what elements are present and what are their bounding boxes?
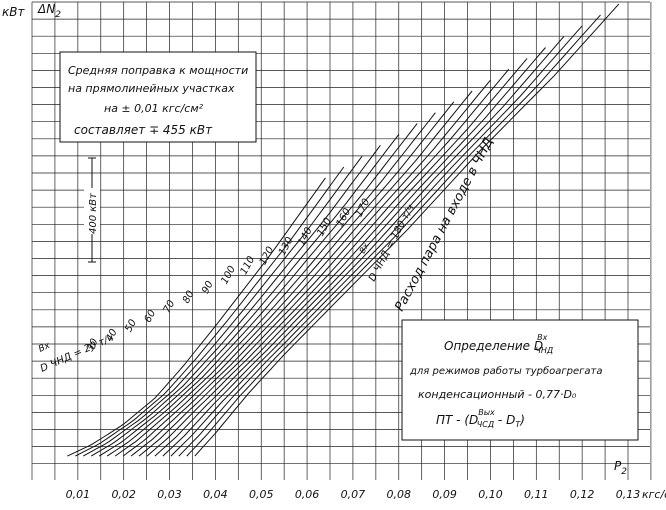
series-value-label: 50 (123, 318, 139, 334)
x-tick-label: 0,11 (524, 488, 549, 501)
annotation-bottom-line4: ПТ - (DВых ЧСД - DТ) (436, 408, 525, 429)
steam-flow-curve (67, 177, 326, 457)
x-tick-label: 0,07 (341, 488, 366, 501)
x-tick-labels: 0,01 0,02 0,03 0,04 0,05 0,06 0,07 0,08 0,09 0,10… (66, 488, 666, 501)
x-tick-label: 0,12 (570, 488, 595, 501)
steam-flow-curve (114, 112, 436, 457)
annotation-top-line1: Средняя поправка к мощности (68, 64, 248, 77)
series-value-label: 170 (354, 197, 373, 219)
annotation-bottom-line2: для режимов работы турбоагрегата (409, 365, 603, 377)
steam-flow-curve (75, 166, 345, 457)
steam-flow-curve (138, 79, 491, 457)
x-unit-label: кгс/см² (642, 488, 666, 501)
x-tick-label: 0,01 (66, 488, 91, 501)
x-tick-label: 0,06 (295, 488, 320, 501)
series-value-label: 60 (143, 308, 159, 324)
x-tick-label: 0,08 (387, 488, 412, 501)
y-unit-label: кВт (2, 5, 25, 19)
steam-flow-curve (106, 123, 418, 457)
series-value-label: 150 (315, 216, 334, 238)
scale-marker-label: 400 кВт (88, 192, 99, 234)
steam-flow-curve (98, 134, 400, 457)
x-tick-label: 0,10 (478, 488, 503, 501)
x-tick-label: 0,09 (432, 488, 457, 501)
series-value-label: 30 (85, 337, 101, 353)
series-value-label: 130 (277, 235, 296, 257)
x-axis-label: P2 (614, 459, 627, 477)
annotation-top-line3: на ± 0,01 кгс/см² (104, 102, 204, 115)
annotation-top-line2: на прямолинейных участках (68, 82, 235, 95)
steam-flow-curve (146, 68, 510, 457)
steam-flow-curve (90, 145, 381, 457)
x-tick-label: 0,13 (616, 488, 641, 501)
annotation-top-line4: составляет ∓ 455 кВт (74, 123, 213, 137)
steam-flow-curve (170, 36, 565, 457)
annotation-bottom-line1: Определение DВх ЧНД (444, 333, 553, 355)
steam-flow-curve (194, 3, 620, 457)
steam-flow-curve (154, 58, 528, 457)
x-tick-label: 0,03 (157, 488, 182, 501)
first-series-label: D ЧНД = 20 т/ч (39, 333, 116, 375)
annotation-bottom-line3: конденсационный - 0,77·D₀ (418, 388, 577, 401)
annotation-bottom: Определение DВх ЧНД для режимов работы ту… (401, 319, 639, 441)
y-axis-label: ΔN2 (37, 2, 61, 20)
steam-flow-curve (82, 155, 363, 457)
steam-flow-curve (178, 25, 583, 457)
x-tick-label: 0,02 (111, 488, 136, 501)
last-series-superscript: Вх (358, 241, 371, 254)
steam-flow-curve (186, 14, 601, 457)
series-value-label: 110 (239, 255, 258, 277)
x-tick-label: 0,04 (203, 488, 228, 501)
annotation-top: Средняя поправка к мощности на прямолине… (59, 51, 257, 143)
steam-flow-curve (130, 90, 473, 457)
series-value-label: 70 (162, 299, 178, 315)
first-series-superscript: Вх (37, 341, 52, 355)
series-value-label: 90 (200, 279, 216, 295)
series-value-label: 40 (104, 327, 120, 343)
steam-flow-curve (162, 47, 546, 457)
scale-marker: 400 кВт (84, 157, 100, 263)
series-value-label: 80 (181, 289, 197, 305)
series-value-label: 120 (258, 245, 277, 267)
x-tick-label: 0,05 (249, 488, 274, 501)
steam-flow-curve (122, 101, 455, 457)
curve-family (67, 3, 620, 457)
series-value-label: 100 (219, 264, 238, 286)
